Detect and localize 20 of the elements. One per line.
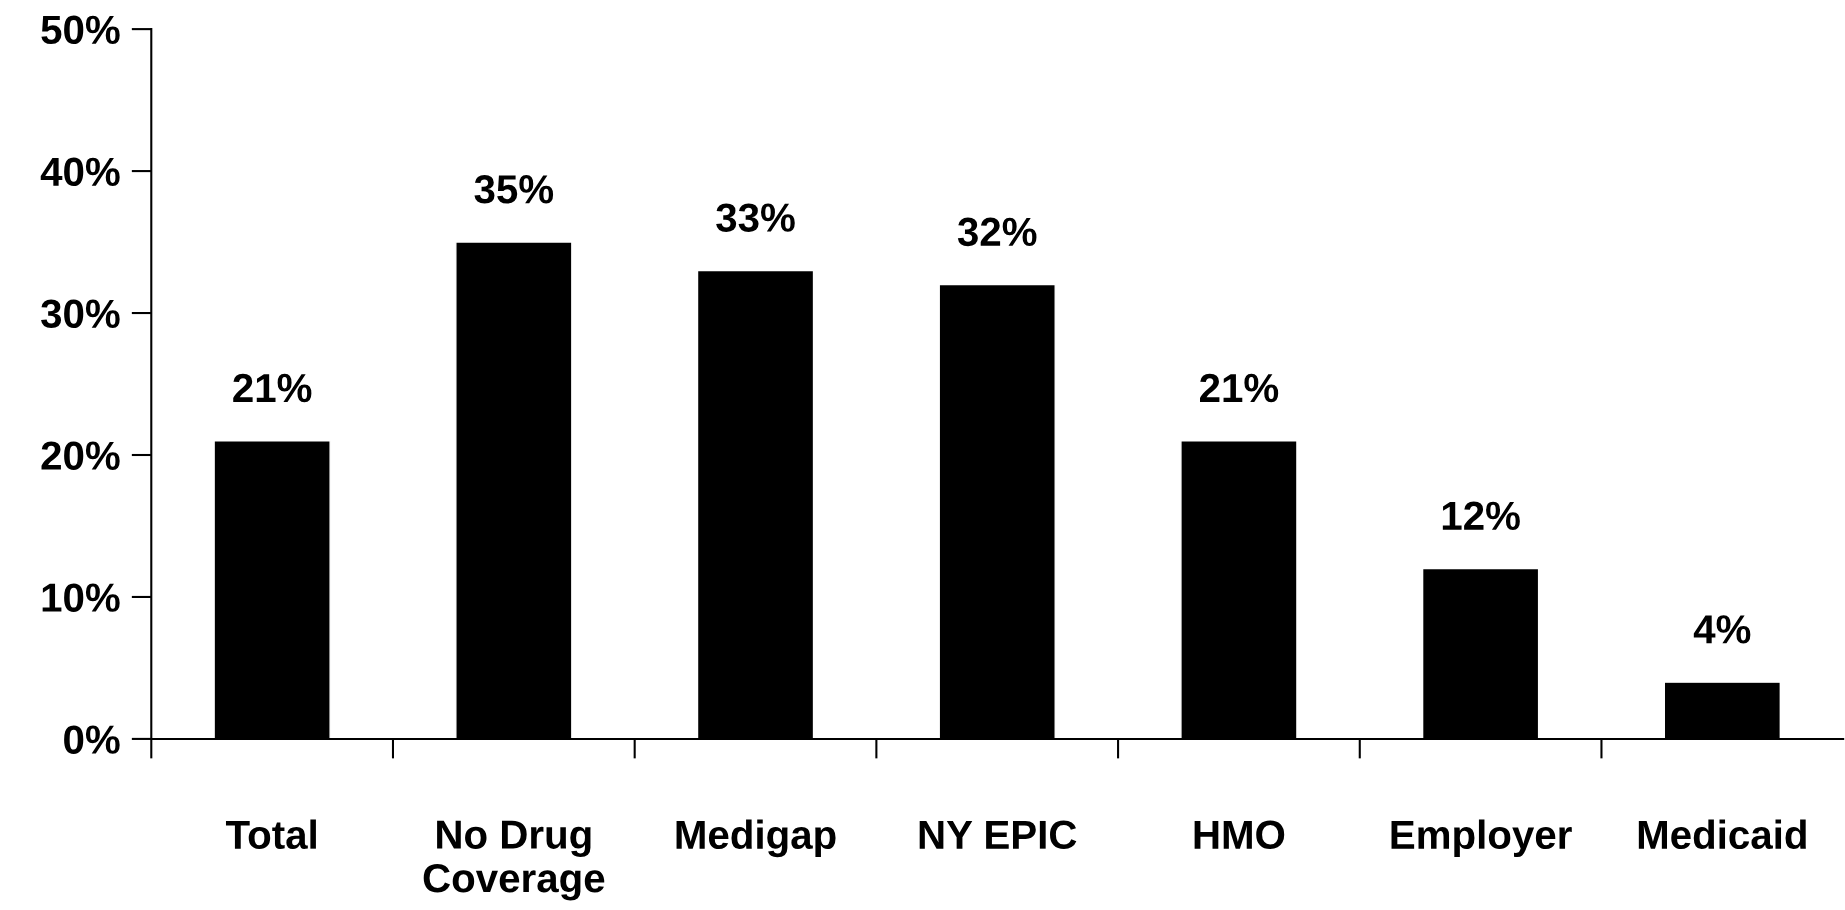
data-label: 35% <box>474 175 554 204</box>
x-tick-label: HMO <box>1194 820 1285 850</box>
x-tick-label: Medigap <box>676 819 836 858</box>
y-tick-label: 30% <box>41 299 120 329</box>
y-tick-label: 50% <box>41 15 120 45</box>
data-label: 21% <box>1200 373 1279 403</box>
data-label: 21% <box>233 373 312 403</box>
y-tick-label: 20% <box>41 441 120 470</box>
data-label: 4% <box>1693 615 1751 644</box>
data-label: 33% <box>716 203 795 232</box>
y-tick-label: 10% <box>42 583 120 612</box>
data-label: 12% <box>1442 501 1520 530</box>
x-tick-label: Medicaid <box>1638 819 1806 850</box>
x-tick-label: Total <box>225 819 316 850</box>
y-tick-label: 0% <box>64 725 120 754</box>
x-tick-label: Employer <box>1391 819 1572 858</box>
data-label: 32% <box>957 217 1037 247</box>
x-tick-label: No Drug Coverage <box>423 820 605 901</box>
y-tick-label: 40% <box>40 157 120 187</box>
x-tick-label: NY EPIC <box>919 820 1077 850</box>
